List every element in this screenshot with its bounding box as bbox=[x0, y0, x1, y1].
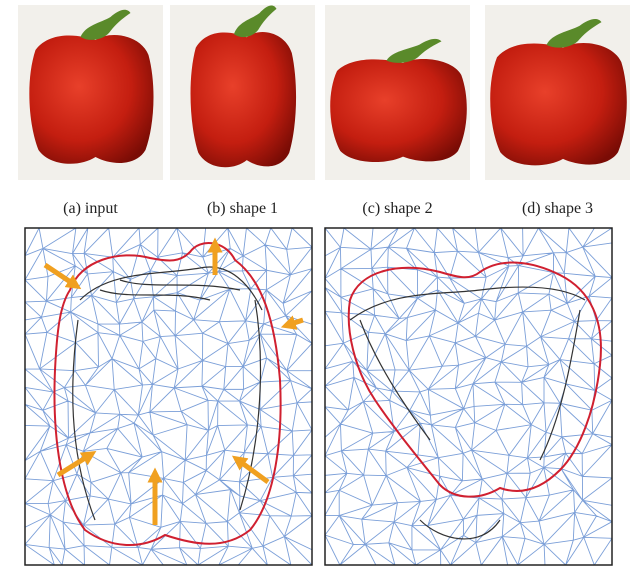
pepper-body bbox=[29, 35, 153, 164]
captions: (a) input (b) shape 1 (c) shape 2 (d) shape… bbox=[63, 200, 593, 217]
photos bbox=[18, 5, 630, 180]
caption: (b) shape 1 bbox=[207, 200, 278, 217]
caption: (a) input bbox=[63, 200, 118, 217]
figure: (a) input (b) shape 1 (c) shape 2 (d) shape… bbox=[0, 0, 635, 571]
caption: (d) shape 3 bbox=[522, 200, 593, 217]
meshes bbox=[25, 228, 612, 565]
pepper-body bbox=[191, 32, 297, 167]
pepper-body bbox=[330, 59, 467, 162]
arrow bbox=[58, 455, 90, 475]
pepper-body bbox=[490, 43, 627, 165]
caption: (c) shape 2 bbox=[362, 200, 432, 217]
interior-detail bbox=[73, 267, 585, 539]
